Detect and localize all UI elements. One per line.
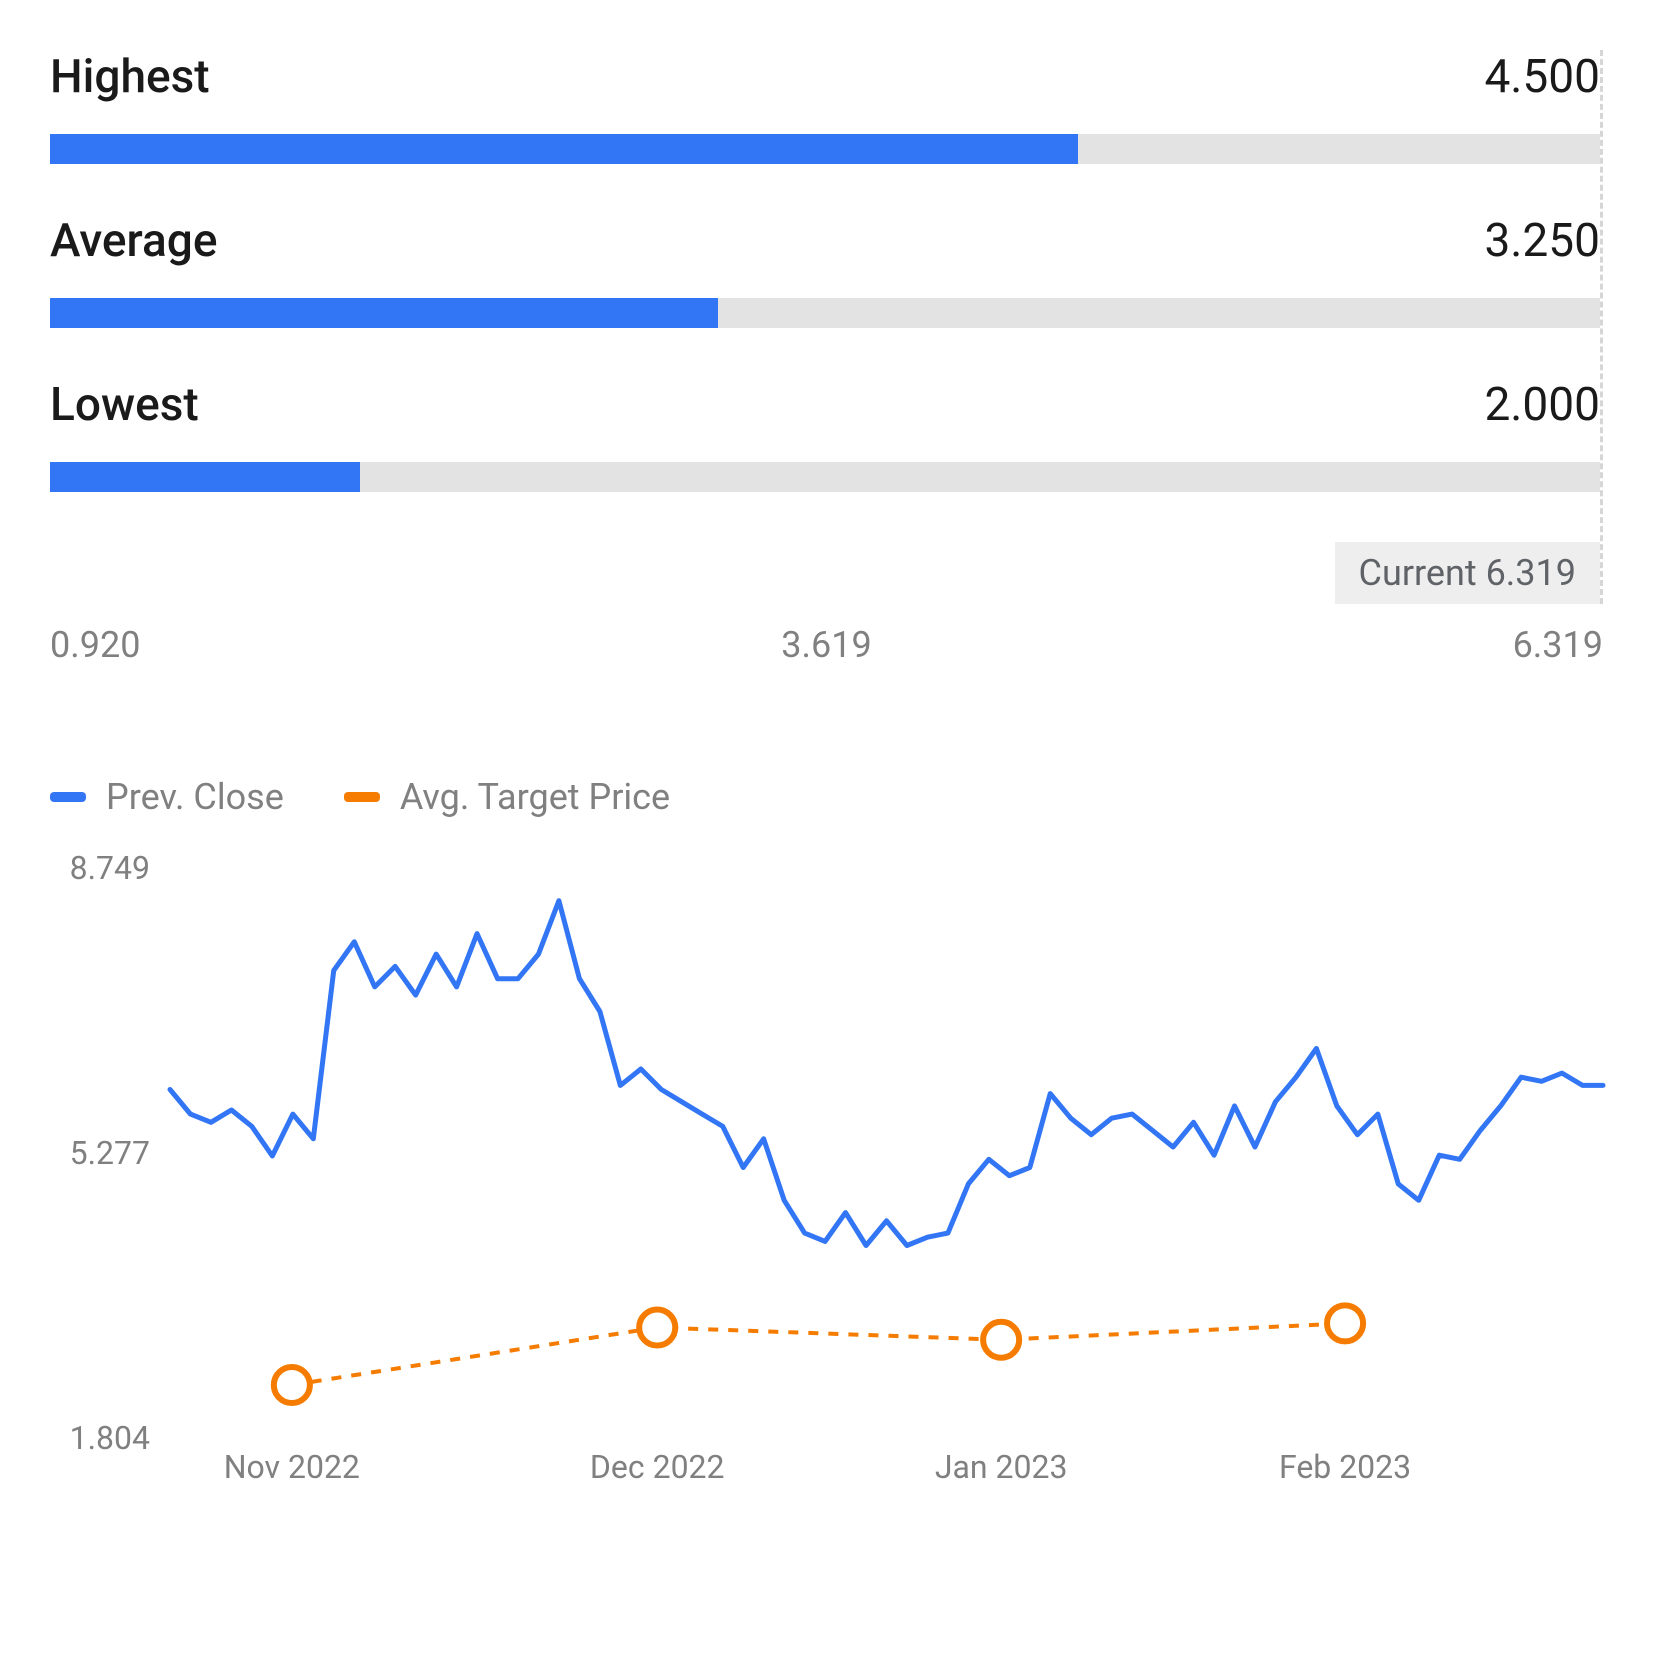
range-min: 0.920 bbox=[50, 624, 140, 666]
legend-swatch-prev-close bbox=[50, 792, 86, 802]
bar-fill-average bbox=[50, 298, 718, 328]
avg-target-marker bbox=[274, 1367, 310, 1403]
stat-value-lowest: 2.000 bbox=[1484, 378, 1600, 432]
legend-label-avg-target: Avg. Target Price bbox=[400, 776, 670, 818]
plot-area bbox=[170, 868, 1603, 1438]
y-tick-mid: 5.277 bbox=[70, 1134, 150, 1172]
chart-container: 8.749 5.277 1.804 bbox=[50, 868, 1603, 1438]
bar-track-lowest bbox=[50, 462, 1600, 492]
stat-label-average: Average bbox=[50, 214, 218, 268]
bar-fill-highest bbox=[50, 134, 1078, 164]
legend-label-prev-close: Prev. Close bbox=[106, 776, 284, 818]
target-bars: Highest 4.500 Average 3.250 Lowest 2.000… bbox=[50, 50, 1603, 604]
range-mid: 3.619 bbox=[781, 624, 871, 666]
stat-row-lowest: Lowest 2.000 bbox=[50, 378, 1600, 492]
x-tick: Feb 2023 bbox=[1279, 1448, 1411, 1486]
avg-target-marker bbox=[983, 1322, 1019, 1358]
stat-value-highest: 4.500 bbox=[1484, 50, 1600, 104]
range-max: 6.319 bbox=[1513, 624, 1603, 666]
prev-close-line bbox=[170, 901, 1603, 1246]
bar-fill-lowest bbox=[50, 462, 360, 492]
x-tick: Nov 2022 bbox=[224, 1448, 360, 1486]
y-tick-max: 8.749 bbox=[70, 849, 150, 887]
x-axis: Nov 2022 Dec 2022 Jan 2023 Feb 2023 bbox=[170, 1448, 1603, 1498]
current-price-pill: Current 6.319 bbox=[1335, 542, 1600, 604]
stat-label-highest: Highest bbox=[50, 50, 210, 104]
stat-row-highest: Highest 4.500 bbox=[50, 50, 1600, 164]
chart-legend: Prev. Close Avg. Target Price bbox=[50, 776, 1603, 818]
x-tick: Dec 2022 bbox=[590, 1448, 725, 1486]
bar-track-average bbox=[50, 298, 1600, 328]
bar-track-highest bbox=[50, 134, 1600, 164]
stat-label-lowest: Lowest bbox=[50, 378, 199, 432]
avg-target-marker bbox=[1327, 1305, 1363, 1341]
legend-avg-target: Avg. Target Price bbox=[344, 776, 670, 818]
avg-target-line bbox=[292, 1323, 1345, 1385]
y-tick-min: 1.804 bbox=[70, 1419, 150, 1457]
x-tick: Jan 2023 bbox=[935, 1448, 1068, 1486]
stat-value-average: 3.250 bbox=[1484, 214, 1600, 268]
y-axis: 8.749 5.277 1.804 bbox=[50, 868, 170, 1438]
avg-target-marker bbox=[639, 1310, 675, 1346]
plot-svg bbox=[170, 868, 1603, 1438]
stat-row-average: Average 3.250 bbox=[50, 214, 1600, 328]
legend-prev-close: Prev. Close bbox=[50, 776, 284, 818]
range-axis: 0.920 3.619 6.319 bbox=[50, 624, 1603, 666]
price-chart-section: Prev. Close Avg. Target Price 8.749 5.27… bbox=[50, 776, 1603, 1498]
legend-swatch-avg-target bbox=[344, 792, 380, 802]
